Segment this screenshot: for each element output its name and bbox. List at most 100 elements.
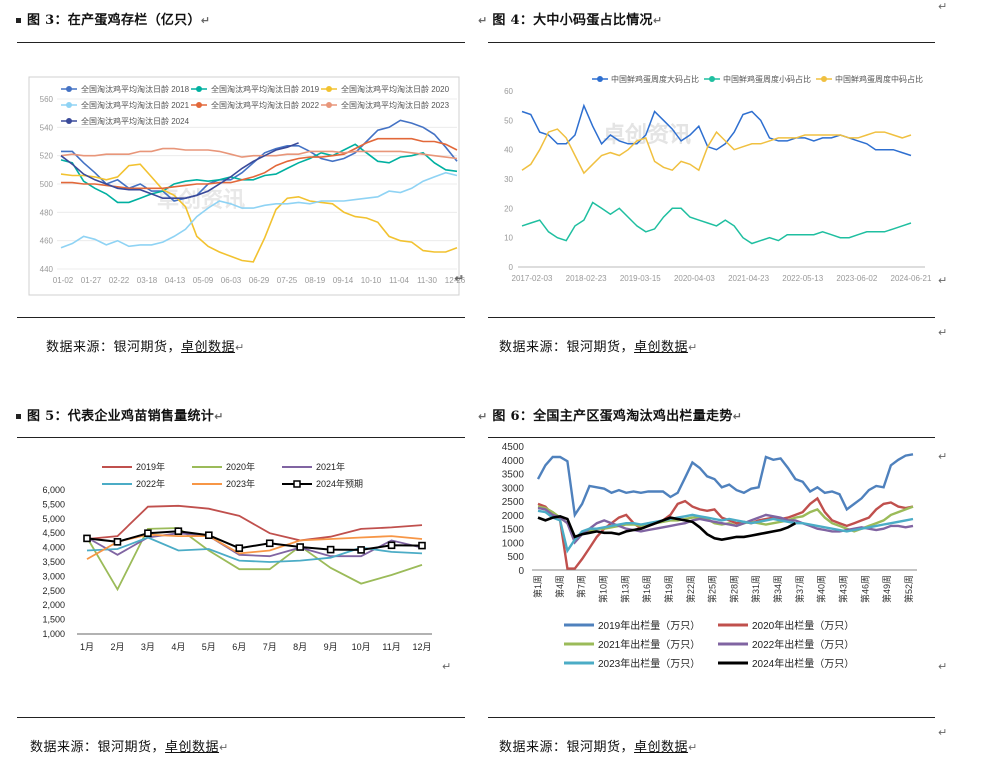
legend-marker [196,102,202,108]
y-tick-label: 480 [40,208,54,217]
y-tick-label: 1,500 [42,615,65,625]
x-tick-label: 11月 [382,642,400,652]
return-mark: ↵ [938,326,948,339]
x-tick-label: 2019-03-15 [620,274,661,283]
x-tick-label: 1月 [80,642,94,652]
return-mark: ↵ [938,726,948,739]
y-tick-label: 2000 [502,511,525,522]
legend-label: 2020年出栏量（万只） [752,619,854,632]
y-tick-label: 40 [504,146,513,155]
x-tick-label: 2018-02-23 [566,274,607,283]
data-marker [418,541,426,550]
y-tick-label: 500 [40,180,54,189]
y-tick-label: 4,500 [42,528,65,538]
series-line [537,496,914,570]
plot-frame [28,76,460,296]
legend-label: 2023年出栏量（万只） [598,657,700,670]
divider [17,717,465,718]
fig5-chart: 6,000 5,500 5,000 4,500 4,000 3,500 3,000 2,500… [17,441,465,717]
x-tick-label: 第13周 [619,575,630,603]
legend-marker [326,102,332,108]
fig4-caption: ↵ 图 4：大中小码蛋占比情况↵ [478,13,663,28]
y-tick-label: 30 [504,175,513,184]
x-tick-label: 第1周 [532,575,543,598]
fig3-caption: 图 3：在产蛋鸡存栏（亿只）↵ [16,9,210,28]
return-mark: ↵ [938,660,948,673]
y-tick-label: 6,000 [42,485,65,495]
legend-label: 2021年 [316,461,345,472]
series-line [86,504,423,542]
x-tick-label: 第52周 [903,575,914,603]
fig6-chart: 4500 4000 3500 3000 2500 2000 1500 1000 500 0 第1周第… [488,441,935,717]
x-tick-label: 12-26 [445,276,465,285]
y-tick-label: 3500 [502,470,525,481]
bullet-square-icon [16,18,21,23]
series-line-2022 [61,137,458,190]
legend-marker [597,76,603,82]
legend-label: 中国鲜鸡蛋周度小码占比 [723,74,811,84]
data-marker [174,527,183,535]
series-line [86,530,423,551]
data-marker [387,541,396,550]
x-tick-label: 03-18 [137,276,158,285]
legend-label: 2022年出栏量（万只） [752,638,854,651]
data-marker [144,529,152,537]
x-tick-label: 06-03 [221,276,242,285]
legend-marker [66,118,72,124]
series-line [537,514,797,542]
x-tick-label: 09-14 [333,276,354,285]
y-tick-label: 3000 [502,483,525,494]
legend-marker [196,86,202,92]
y-tick-label: 4500 [502,442,525,453]
x-tick-label: 第7周 [576,575,587,598]
legend-marker [821,76,827,82]
x-tick-label: 第28周 [728,575,739,603]
y-tick-label: 5,000 [42,514,65,524]
fig5-svg: 6,000 5,500 5,000 4,500 4,000 3,500 3,000 2,500… [42,461,432,652]
x-tick-label: 第25周 [707,575,718,603]
x-tick-label: 01-02 [53,276,74,285]
fig6-caption: ↵ 图 6：全国主产区蛋鸡淘汰鸡出栏量走势↵ [478,409,743,424]
legend-marker [709,76,715,82]
x-tick-label: 5月 [202,642,216,652]
divider [488,42,935,43]
x-tick-label: 6月 [232,642,246,652]
fig4-chart: 卓创资讯 60 50 40 30 20 10 0 2017-02-03 2018-02-23 20… [488,47,935,317]
series-line-2024 [60,142,299,199]
x-tick-label: 07-25 [277,276,298,285]
return-mark: ↵ [938,450,948,463]
data-marker [326,545,335,554]
y-tick-label: 520 [40,152,54,161]
data-marker [357,546,365,554]
series-line-2019 [60,143,458,204]
fig3-source: 数据来源：银河期货，卓创数据↵ [46,340,245,355]
data-marker [83,534,91,543]
x-tick-label: 第31周 [750,575,761,603]
x-tick-label: 2020-04-03 [674,274,715,283]
legend-label: 全国淘汰鸡平均淘汰日龄 2022 [211,100,320,110]
y-tick-label: 10 [504,234,513,243]
y-tick-label: 4000 [502,456,525,467]
x-tick-label: 11-30 [417,276,437,285]
x-tick-label: 2022-05-13 [782,274,823,283]
y-tick-label: 50 [504,116,513,125]
legend-label: 全国淘汰鸡平均淘汰日龄 2021 [81,100,190,110]
x-tick-label: 12月 [412,642,431,652]
fig5-source: 数据来源：银河期货，卓创数据↵ [30,740,229,755]
x-tick-label: 9月 [324,642,338,652]
data-marker [296,543,304,551]
series-line [537,509,914,554]
x-tick-label: 第22周 [685,575,696,603]
legend-marker [66,86,72,92]
legend-label: 2023年 [226,478,255,489]
y-tick-label: 3,500 [42,557,65,567]
series-line [86,532,423,558]
legend-label: 2019年出栏量（万只） [598,619,700,632]
series-line-2023 [60,147,458,160]
fig5-caption: 图 5：代表企业鸡苗销售量统计↵ [16,405,224,424]
x-tick-label: 05-09 [193,276,214,285]
y-tick-label: 0 [509,263,514,272]
x-tick-label: 02-22 [109,276,130,285]
bullet-square-icon [16,414,21,419]
